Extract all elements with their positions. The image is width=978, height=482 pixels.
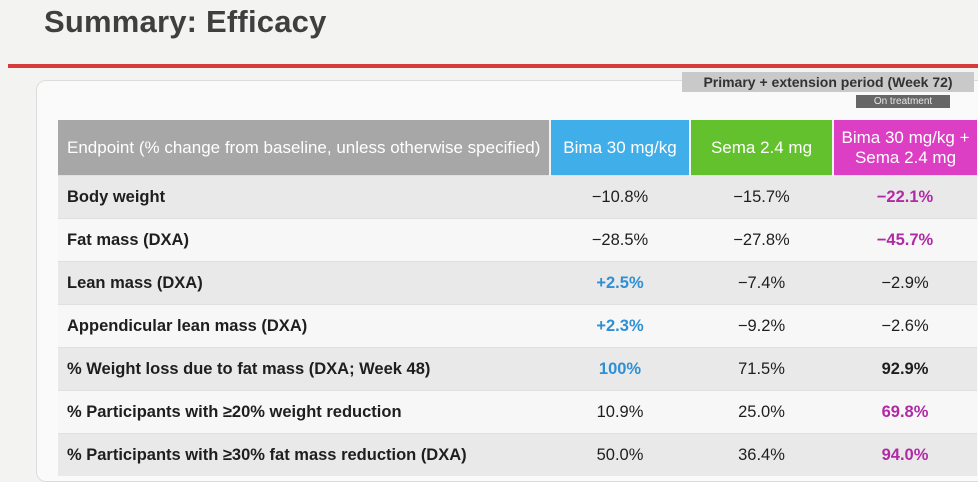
table-row: Fat mass (DXA) −28.5% −27.8% −45.7% xyxy=(58,218,977,262)
combo-value: 69.8% xyxy=(833,390,977,434)
combo-value: −45.7% xyxy=(833,218,977,262)
on-treatment-badge: On treatment xyxy=(856,95,950,108)
sema-value: −27.8% xyxy=(690,218,833,262)
table-row: Lean mass (DXA) +2.5% −7.4% −2.9% xyxy=(58,261,977,305)
slide-title: Summary: Efficacy xyxy=(44,4,327,39)
row-label: Appendicular lean mass (DXA) xyxy=(58,304,550,348)
header-combo: Bima 30 mg/kg + Sema 2.4 mg xyxy=(832,120,977,176)
combo-value: −2.9% xyxy=(833,261,977,305)
sema-value: −9.2% xyxy=(690,304,833,348)
sema-value: 25.0% xyxy=(690,390,833,434)
header-sema: Sema 2.4 mg xyxy=(689,120,833,176)
combo-value: 92.9% xyxy=(833,347,977,391)
bima-value: +2.5% xyxy=(550,261,690,305)
period-label: Primary + extension period (Week 72) xyxy=(682,72,974,92)
bima-value: 10.9% xyxy=(550,390,690,434)
row-label: Body weight xyxy=(58,175,550,219)
bima-value: −10.8% xyxy=(550,175,690,219)
efficacy-table: Endpoint (% change from baseline, unless… xyxy=(58,120,977,476)
combo-value: −22.1% xyxy=(833,175,977,219)
row-label: % Participants with ≥30% fat mass reduct… xyxy=(58,433,550,476)
title-divider xyxy=(8,64,978,68)
combo-value: 94.0% xyxy=(833,433,977,476)
sema-value: −15.7% xyxy=(690,175,833,219)
sema-value: 36.4% xyxy=(690,433,833,476)
table-row: Appendicular lean mass (DXA) +2.3% −9.2%… xyxy=(58,304,977,348)
bima-value: 100% xyxy=(550,347,690,391)
bima-value: 50.0% xyxy=(550,433,690,476)
table-row: % Weight loss due to fat mass (DXA; Week… xyxy=(58,347,977,391)
row-label: Lean mass (DXA) xyxy=(58,261,550,305)
combo-value: −2.6% xyxy=(833,304,977,348)
table-row: % Participants with ≥20% weight reductio… xyxy=(58,390,977,434)
row-label: % Weight loss due to fat mass (DXA; Week… xyxy=(58,347,550,391)
header-endpoint: Endpoint (% change from baseline, unless… xyxy=(58,120,550,176)
header-bima: Bima 30 mg/kg xyxy=(549,120,690,176)
bima-value: −28.5% xyxy=(550,218,690,262)
sema-value: 71.5% xyxy=(690,347,833,391)
sema-value: −7.4% xyxy=(690,261,833,305)
bima-value: +2.3% xyxy=(550,304,690,348)
table-row: Body weight −10.8% −15.7% −22.1% xyxy=(58,175,977,219)
row-label: Fat mass (DXA) xyxy=(58,218,550,262)
table-row: % Participants with ≥30% fat mass reduct… xyxy=(58,433,977,476)
row-label: % Participants with ≥20% weight reductio… xyxy=(58,390,550,434)
table-header-row: Endpoint (% change from baseline, unless… xyxy=(58,120,977,176)
